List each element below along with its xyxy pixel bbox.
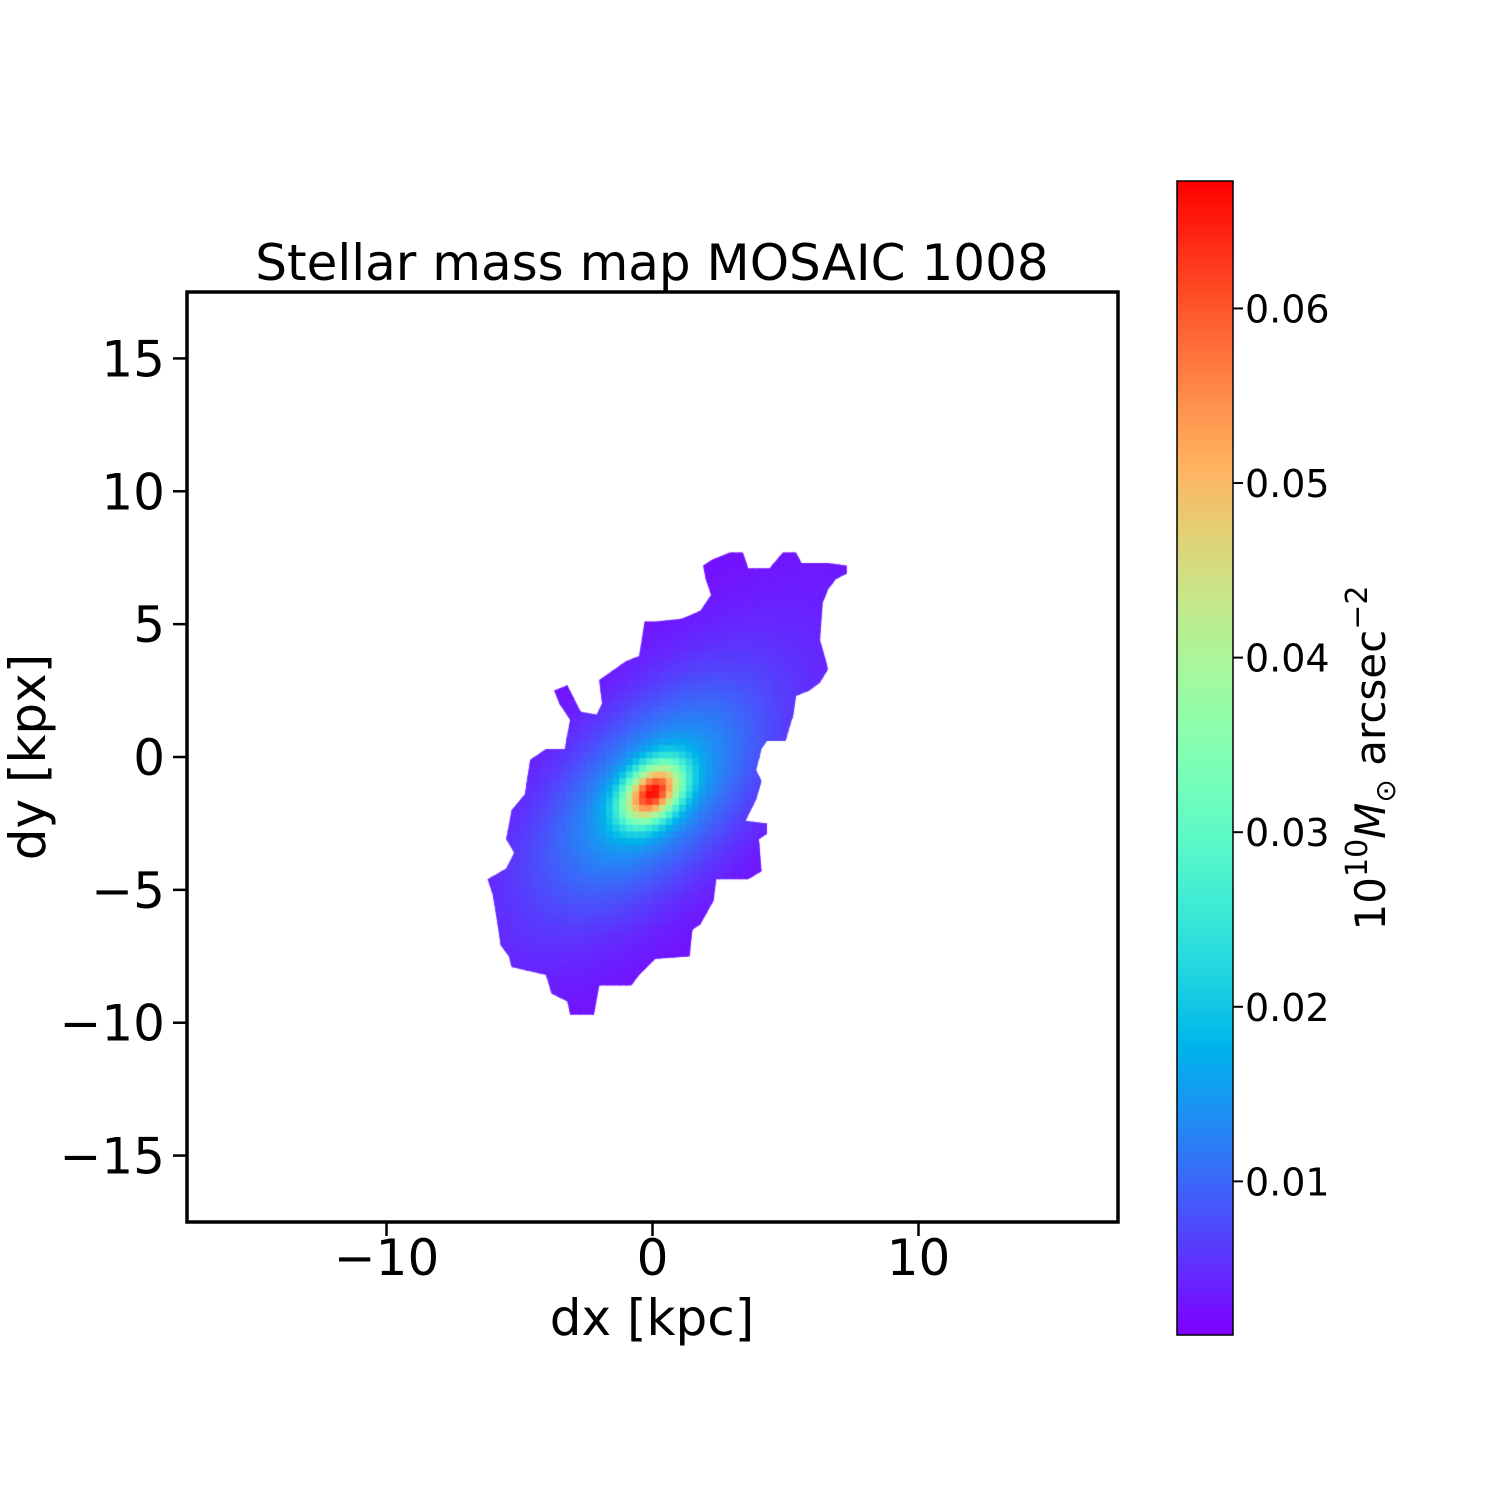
- y-tick-label: 5: [133, 596, 165, 654]
- colorbar-label-base: 10: [1346, 877, 1395, 930]
- y-tick-label: 0: [133, 729, 165, 787]
- colorbar-label-sub: ⊙: [1369, 779, 1402, 802]
- colorbar-label-unit-exp: −2: [1340, 586, 1375, 630]
- colorbar-tick-label: 0.04: [1245, 637, 1330, 681]
- colorbar-frame: [1176, 180, 1234, 1336]
- x-tick-label: −10: [334, 1229, 440, 1287]
- heatmap-image: [187, 292, 1118, 1222]
- colorbar-label: 1010M⊙ arcsec−2: [1340, 586, 1402, 931]
- colorbar-tick-label: 0.03: [1245, 811, 1330, 855]
- y-tick-label: 10: [101, 463, 165, 521]
- colorbar-label-exp: 10: [1340, 839, 1375, 877]
- colorbar-tick-label: 0.02: [1245, 986, 1330, 1030]
- y-tick-label: −15: [59, 1128, 165, 1186]
- x-axis-label: dx [kpc]: [550, 1289, 754, 1347]
- x-tick-label: 10: [887, 1229, 951, 1287]
- axes-frame: [185, 290, 1120, 1224]
- colorbar-label-symbol: M: [1346, 803, 1395, 839]
- y-tick-label: −5: [91, 862, 165, 920]
- colorbar-tick-label: 0.01: [1245, 1160, 1330, 1204]
- y-tick-label: 15: [101, 330, 165, 388]
- x-tick-label: 0: [637, 1229, 669, 1287]
- y-tick-label: −10: [59, 995, 165, 1053]
- colorbar-tick-label: 0.05: [1245, 462, 1330, 506]
- colorbar-gradient: [1177, 181, 1233, 1335]
- chart-title: Stellar mass map MOSAIC 1008: [255, 234, 1048, 292]
- y-axis-label: dy [kpx]: [0, 654, 57, 861]
- colorbar-tick-label: 0.06: [1245, 287, 1330, 331]
- colorbar-label-unit: arcsec: [1346, 630, 1395, 779]
